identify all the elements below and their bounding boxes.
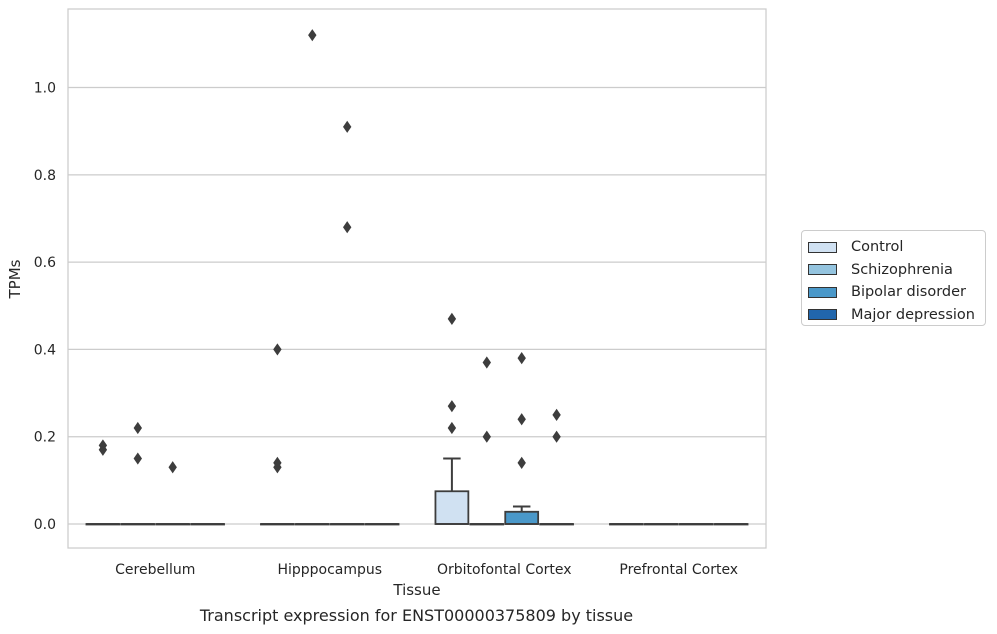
x-axis-ticks: Cerebellum Hipppocampus Orbitofontal Corte…: [115, 562, 738, 578]
outlier-point: [168, 461, 177, 474]
outlier-point: [98, 439, 108, 452]
y-tick-label: 0.6: [34, 255, 56, 271]
outlier-point: [133, 452, 142, 465]
outlier-point: [343, 120, 352, 133]
box-control: [85, 439, 121, 526]
legend-swatch: [808, 264, 837, 276]
chart-caption: Transcript expression for ENST0000037580…: [199, 606, 634, 625]
box-control: [260, 343, 295, 526]
x-tick-label: Prefrontal Cortex: [619, 562, 738, 578]
legend-item: Major depression: [808, 304, 985, 327]
box-major-depression: [364, 523, 400, 526]
box-series: [85, 29, 749, 526]
box-major-depression: [539, 408, 574, 526]
y-axis-title: TPMs: [6, 259, 24, 299]
x-tick-label: Hipppocampus: [277, 562, 382, 578]
x-axis-title: Tissue: [392, 581, 440, 599]
box-bipolar-disorder: [678, 523, 714, 526]
box-bipolar-disorder: [329, 120, 365, 526]
legend: Control Schizophrenia Bipolar disorder M…: [801, 230, 986, 326]
legend-label: Schizophrenia: [851, 261, 953, 278]
box-body: [434, 490, 470, 525]
outlier-point: [482, 356, 491, 369]
legend-swatch: [808, 286, 837, 298]
outlier-point: [447, 312, 457, 325]
legend-swatch: [808, 309, 837, 321]
outlier-point: [482, 430, 491, 443]
legend-label: Control: [851, 239, 904, 256]
outlier-point: [552, 408, 561, 421]
y-tick-label: 1.0: [34, 81, 56, 97]
box-control: [434, 312, 470, 525]
legend-item: Bipolar disorder: [808, 281, 985, 304]
y-tick-label: 0.0: [34, 517, 56, 533]
box-bipolar-disorder: [504, 352, 540, 525]
outlier-point: [447, 421, 457, 435]
y-tick-label: 0.8: [34, 168, 56, 184]
box-control: [609, 523, 644, 526]
gridlines: [68, 86, 766, 525]
y-axis-ticks: 0.0 0.2 0.4 0.6 0.8 1.0: [34, 81, 56, 533]
plot-area-frame: [67, 8, 767, 549]
box-schizophrenia: [120, 421, 156, 526]
outlier-point: [308, 29, 317, 42]
legend-label: Major depression: [851, 306, 975, 323]
box-major-depression: [190, 523, 225, 526]
x-tick-label: Orbitofontal Cortex: [437, 562, 572, 578]
legend-item: Schizophrenia: [808, 259, 985, 282]
outlier-point: [552, 430, 561, 443]
box-schizophrenia: [469, 356, 505, 526]
box-major-depression: [713, 523, 749, 526]
x-tick-label: Cerebellum: [115, 562, 195, 578]
y-tick-label: 0.4: [34, 342, 56, 358]
outlier-point: [343, 221, 352, 234]
box-bipolar-disorder: [155, 461, 191, 526]
box-schizophrenia: [643, 523, 679, 526]
outlier-point: [273, 343, 282, 356]
legend-swatch: [808, 241, 837, 253]
outlier-point: [133, 421, 142, 435]
box-body: [504, 510, 540, 525]
y-tick-label: 0.2: [34, 430, 56, 446]
outlier-point: [517, 456, 526, 469]
legend-item: Control: [808, 236, 985, 259]
outlier-point: [447, 400, 457, 413]
outlier-point: [517, 352, 526, 365]
outlier-point: [273, 456, 282, 469]
legend-label: Bipolar disorder: [851, 284, 966, 301]
outlier-point: [517, 413, 526, 426]
box-schizophrenia: [294, 29, 330, 526]
